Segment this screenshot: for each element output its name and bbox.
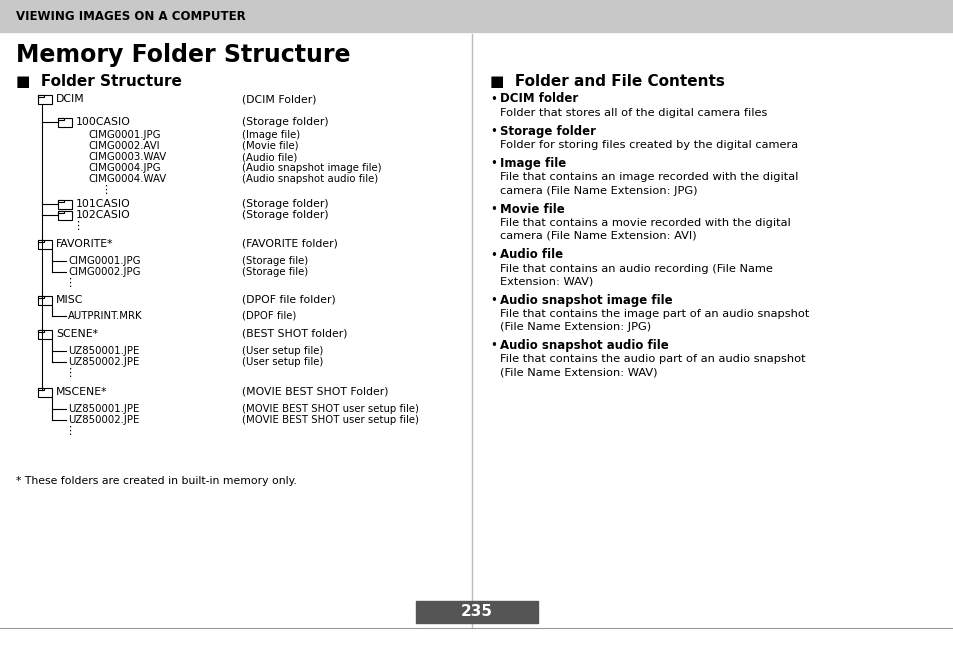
- Text: Audio file: Audio file: [499, 249, 562, 262]
- Text: (DCIM Folder): (DCIM Folder): [242, 94, 316, 104]
- Bar: [58, 200, 64, 202]
- Text: Storage folder: Storage folder: [499, 125, 596, 138]
- Text: (File Name Extension: JPG): (File Name Extension: JPG): [499, 322, 651, 332]
- Text: (Storage folder): (Storage folder): [242, 210, 328, 220]
- Text: File that contains a movie recorded with the digital: File that contains a movie recorded with…: [499, 218, 790, 228]
- Text: AUTPRINT.MRK: AUTPRINT.MRK: [68, 311, 143, 321]
- Text: Memory Folder Structure: Memory Folder Structure: [16, 43, 350, 67]
- Bar: [38, 295, 44, 298]
- Text: (Image file): (Image file): [242, 130, 300, 140]
- Bar: [38, 240, 44, 242]
- Text: 100CASIO: 100CASIO: [76, 117, 131, 127]
- Text: File that contains the audio part of an audio snapshot: File that contains the audio part of an …: [499, 355, 804, 364]
- Text: MISC: MISC: [56, 295, 83, 305]
- Bar: [38, 329, 44, 331]
- Text: UZ850001.JPE: UZ850001.JPE: [68, 346, 139, 356]
- Text: MSCENE*: MSCENE*: [56, 387, 108, 397]
- Text: DCIM folder: DCIM folder: [499, 92, 578, 105]
- Text: •: •: [490, 340, 497, 353]
- Text: (User setup file): (User setup file): [242, 357, 323, 367]
- Text: ⋮: ⋮: [100, 185, 112, 195]
- Text: (BEST SHOT folder): (BEST SHOT folder): [242, 329, 347, 339]
- Text: (Movie file): (Movie file): [242, 141, 298, 151]
- Text: File that contains the image part of an audio snapshot: File that contains the image part of an …: [499, 309, 808, 319]
- Text: UZ850002.JPE: UZ850002.JPE: [68, 357, 139, 367]
- Text: ⋮: ⋮: [65, 278, 75, 288]
- Text: (Storage folder): (Storage folder): [242, 199, 328, 209]
- Text: CIMG0002.AVI: CIMG0002.AVI: [88, 141, 159, 151]
- Text: ■  Folder Structure: ■ Folder Structure: [16, 74, 182, 89]
- Text: •: •: [490, 158, 497, 171]
- Text: (User setup file): (User setup file): [242, 346, 323, 356]
- Bar: [58, 200, 71, 209]
- Text: (Storage file): (Storage file): [242, 256, 308, 266]
- Text: ■  Folder and File Contents: ■ Folder and File Contents: [490, 74, 724, 89]
- Text: UZ850002.JPE: UZ850002.JPE: [68, 415, 139, 425]
- Text: ⋮: ⋮: [65, 426, 75, 436]
- Text: SCENE*: SCENE*: [56, 329, 98, 339]
- Text: 235: 235: [460, 605, 493, 620]
- Text: CIMG0002.JPG: CIMG0002.JPG: [68, 267, 140, 277]
- Text: Extension: WAV): Extension: WAV): [499, 276, 593, 286]
- Text: FAVORITE*: FAVORITE*: [56, 239, 113, 249]
- Text: File that contains an image recorded with the digital: File that contains an image recorded wit…: [499, 172, 798, 183]
- Text: 101CASIO: 101CASIO: [76, 199, 131, 209]
- Bar: [38, 388, 44, 390]
- Text: Folder that stores all of the digital camera files: Folder that stores all of the digital ca…: [499, 107, 766, 118]
- Text: Folder for storing files created by the digital camera: Folder for storing files created by the …: [499, 140, 798, 150]
- Text: (File Name Extension: WAV): (File Name Extension: WAV): [499, 368, 657, 377]
- Text: Movie file: Movie file: [499, 203, 564, 216]
- Bar: [38, 329, 52, 339]
- Bar: [38, 94, 52, 103]
- Text: UZ850001.JPE: UZ850001.JPE: [68, 404, 139, 414]
- Bar: [58, 118, 64, 120]
- Text: (Audio file): (Audio file): [242, 152, 297, 162]
- Bar: [416, 601, 537, 623]
- Text: CIMG0004.WAV: CIMG0004.WAV: [88, 174, 166, 184]
- Bar: [58, 211, 64, 213]
- Text: •: •: [490, 203, 497, 216]
- Text: (Audio snapshot image file): (Audio snapshot image file): [242, 163, 381, 173]
- Text: * These folders are created in built-in memory only.: * These folders are created in built-in …: [16, 476, 296, 486]
- Text: •: •: [490, 92, 497, 105]
- Text: CIMG0003.WAV: CIMG0003.WAV: [88, 152, 166, 162]
- Bar: [38, 388, 52, 397]
- Text: VIEWING IMAGES ON A COMPUTER: VIEWING IMAGES ON A COMPUTER: [16, 10, 246, 23]
- Text: camera (File Name Extension: JPG): camera (File Name Extension: JPG): [499, 185, 697, 196]
- Bar: [58, 118, 71, 127]
- Text: Audio snapshot image file: Audio snapshot image file: [499, 294, 672, 307]
- Text: CIMG0001.JPG: CIMG0001.JPG: [68, 256, 140, 266]
- Bar: [38, 295, 52, 304]
- Text: CIMG0004.JPG: CIMG0004.JPG: [88, 163, 160, 173]
- Text: File that contains an audio recording (File Name: File that contains an audio recording (F…: [499, 264, 772, 273]
- Text: •: •: [490, 125, 497, 138]
- Text: CIMG0001.JPG: CIMG0001.JPG: [88, 130, 160, 140]
- Text: camera (File Name Extension: AVI): camera (File Name Extension: AVI): [499, 231, 696, 241]
- Bar: [58, 211, 71, 220]
- Text: (FAVORITE folder): (FAVORITE folder): [242, 239, 337, 249]
- Text: (Audio snapshot audio file): (Audio snapshot audio file): [242, 174, 377, 184]
- Bar: [0, 0, 953, 32]
- Text: ⋮: ⋮: [72, 221, 84, 231]
- Text: Image file: Image file: [499, 158, 566, 171]
- Text: (MOVIE BEST SHOT Folder): (MOVIE BEST SHOT Folder): [242, 387, 388, 397]
- Bar: [38, 94, 44, 97]
- Bar: [38, 240, 52, 249]
- Text: DCIM: DCIM: [56, 94, 85, 104]
- Text: (Storage folder): (Storage folder): [242, 117, 328, 127]
- Text: (MOVIE BEST SHOT user setup file): (MOVIE BEST SHOT user setup file): [242, 404, 418, 414]
- Text: 102CASIO: 102CASIO: [76, 210, 131, 220]
- Text: •: •: [490, 294, 497, 307]
- Text: (DPOF file folder): (DPOF file folder): [242, 295, 335, 305]
- Text: Audio snapshot audio file: Audio snapshot audio file: [499, 340, 668, 353]
- Text: (MOVIE BEST SHOT user setup file): (MOVIE BEST SHOT user setup file): [242, 415, 418, 425]
- Text: (Storage file): (Storage file): [242, 267, 308, 277]
- Text: •: •: [490, 249, 497, 262]
- Text: ⋮: ⋮: [65, 368, 75, 378]
- Text: (DPOF file): (DPOF file): [242, 311, 296, 321]
